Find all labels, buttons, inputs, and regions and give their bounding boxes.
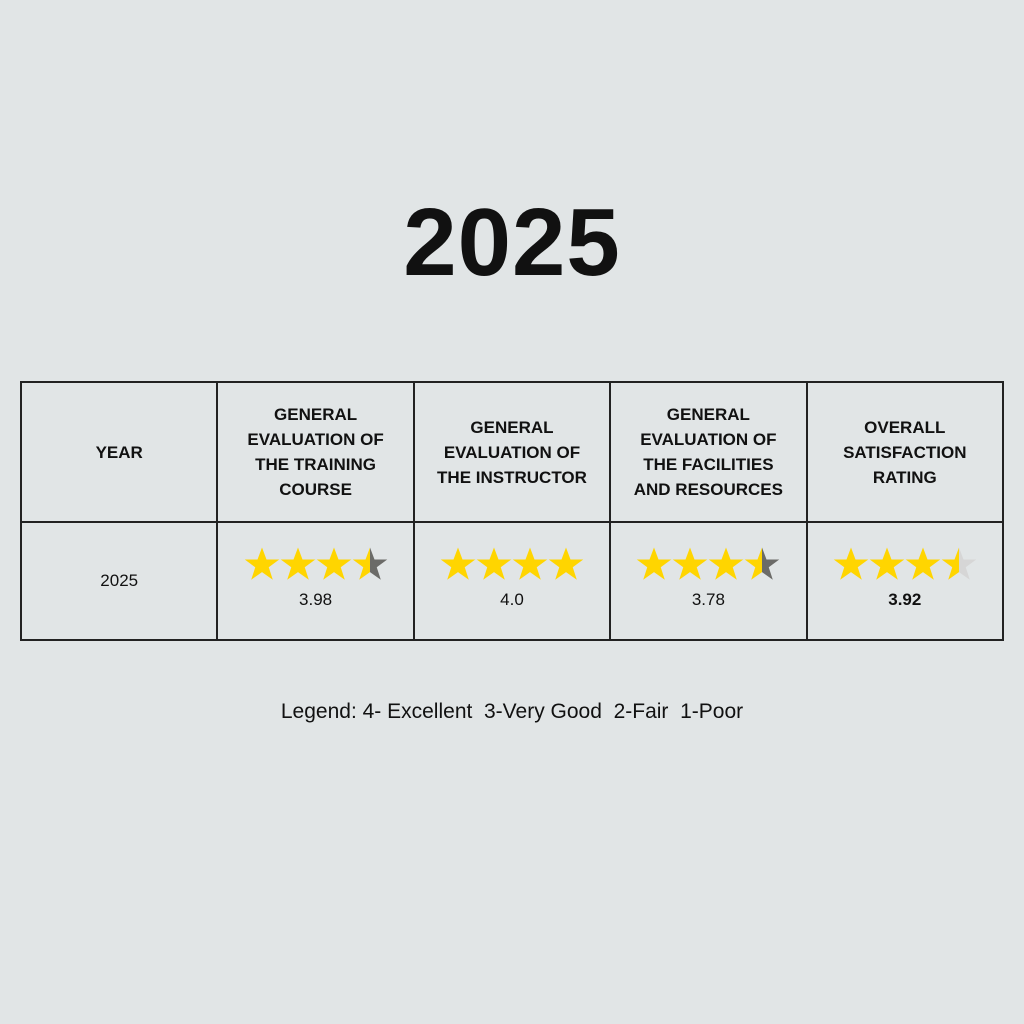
star-icon [673,547,708,580]
star-icon [352,547,387,580]
ratings-table: YEAR GENERAL EVALUATION OF THE TRAINING … [19,381,1005,641]
header-row: YEAR GENERAL EVALUATION OF THE TRAINING … [19,381,1005,523]
header-training-course: GENERAL EVALUATION OF THE TRAINING COURS… [216,381,415,523]
page-title: 2025 [403,189,621,296]
rating-cell: 3.98 [216,521,415,641]
star-icon [244,547,279,580]
header-facilities: GENERAL EVALUATION OF THE FACILITIES AND… [609,381,808,523]
rating-cell: 3.78 [609,521,808,641]
header-year: YEAR [19,381,219,523]
star-icon [869,547,905,580]
rating-cell: 3.92 [805,521,1005,641]
year-cell: 2025 [19,521,219,641]
rating-value: 3.78 [691,590,725,609]
star-rating [219,546,411,586]
star-icon [440,547,476,580]
star-rating [416,546,608,586]
rating-cell: 4.0 [412,521,612,641]
star-icon [637,547,672,580]
header-instructor: GENERAL EVALUATION OF THE INSTRUCTOR [412,381,612,523]
star-icon [548,547,584,580]
star-icon [745,547,780,580]
star-icon [833,547,869,580]
star-icon [280,547,315,580]
table-row: 2025 3.98 4.0 3.78 3.92 [19,521,1005,641]
rating-value: 4.0 [500,590,524,609]
legend: Legend: 4- Excellent 3-Very Good 2-Fair … [280,700,744,723]
star-rating [612,546,804,586]
star-rating [809,546,1001,586]
star-icon [905,547,941,580]
rating-value: 3.98 [299,590,333,609]
star-icon [316,547,351,580]
star-icon [476,547,512,580]
header-overall: OVERALL SATISFACTION RATING [805,381,1005,523]
star-icon [941,547,977,580]
star-icon [512,547,548,580]
star-icon [709,547,744,580]
rating-value: 3.92 [888,590,922,609]
